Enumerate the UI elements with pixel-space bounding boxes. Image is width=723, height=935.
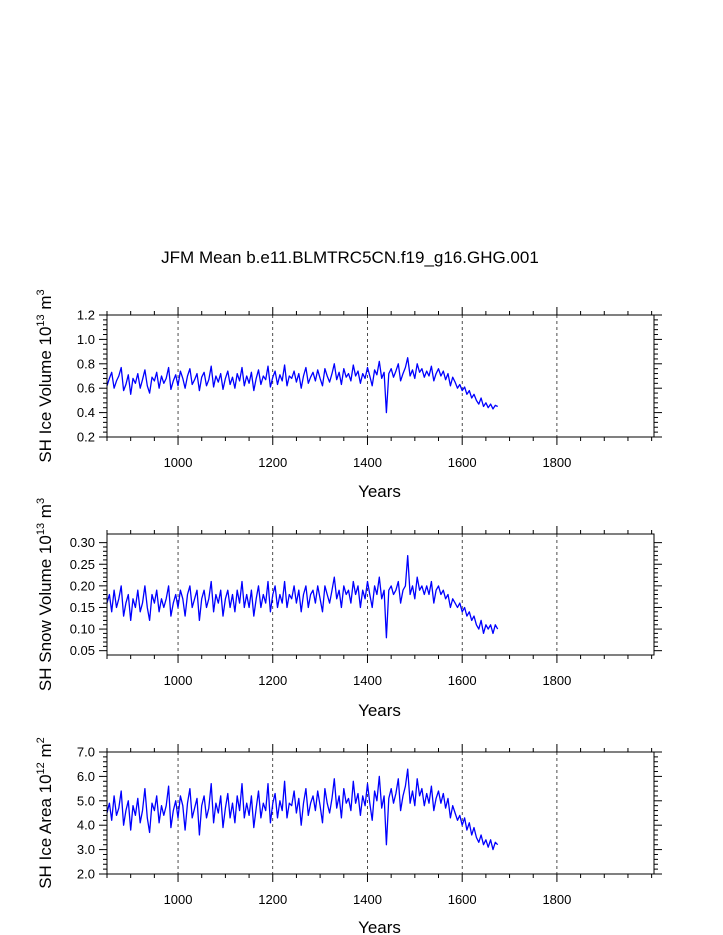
x-tick-label: 1800 [542, 673, 571, 688]
chart-title: JFM Mean b.e11.BLMTRC5CN.f19_g16.GHG.001 [161, 248, 539, 267]
x-tick-label: 1400 [353, 892, 382, 907]
y-tick-label: 0.05 [70, 643, 95, 658]
y-tick-label: 1.0 [77, 332, 95, 347]
y-tick-label: 1.2 [77, 308, 95, 323]
y-tick-label: 0.2 [77, 430, 95, 445]
y-tick-label: 0.8 [77, 356, 95, 371]
y-tick-label: 0.6 [77, 381, 95, 396]
x-tick-label: 1200 [258, 455, 287, 470]
x-axis-label: Years [358, 482, 401, 501]
plot-frame [106, 751, 655, 875]
x-tick-label: 1200 [258, 892, 287, 907]
x-tick-label: 1400 [353, 455, 382, 470]
x-tick-label: 1800 [542, 455, 571, 470]
x-tick-label: 1600 [448, 673, 477, 688]
x-tick-label: 1400 [353, 673, 382, 688]
chart-panel-3: 1000 1200 1400 1600 1800 2.0 3.0 4.0 5.0 6.0 7.0 Ye… [35, 737, 662, 935]
chart-panel-2: 1000 1200 1400 1600 1800 0.05 0.10 0.15 0.20 0.25… [35, 498, 662, 720]
y-tick-label: 0.30 [70, 535, 95, 550]
y-tick-label: 2.0 [77, 867, 95, 882]
y-axis-label: SH Ice Area 1012 m2 [35, 737, 55, 889]
data-line-sh-ice-volume [106, 357, 498, 414]
x-tick-label: 1200 [258, 673, 287, 688]
y-tick-label: 0.20 [70, 578, 95, 593]
x-tick-label: 1600 [448, 892, 477, 907]
y-tick-label: 0.4 [77, 405, 95, 420]
y-axis-label: SH Ice Volume 1013 m3 [35, 289, 55, 462]
plot-frame [106, 533, 655, 656]
y-tick-label: 6.0 [77, 769, 95, 784]
x-tick-label: 1000 [164, 455, 193, 470]
x-axis-label: Years [358, 918, 401, 935]
plot-frame [106, 314, 655, 438]
x-axis-label: Years [358, 701, 401, 720]
x-tick-label: 1600 [448, 455, 477, 470]
data-line-sh-ice-area [106, 768, 499, 851]
chart-panel-1: 1000 1200 1400 1600 1800 0.2 0.4 0.6 0.8 1.0 1.2 Ye… [35, 289, 662, 501]
y-tick-label: 0.10 [70, 622, 95, 637]
data-line-sh-snow-volume [106, 554, 499, 639]
y-tick-label: 3.0 [77, 842, 95, 857]
y-tick-label: 0.15 [70, 600, 95, 615]
y-tick-label: 7.0 [77, 745, 95, 760]
x-tick-label: 1000 [164, 673, 193, 688]
x-tick-label: 1800 [542, 892, 571, 907]
y-tick-label: 5.0 [77, 793, 95, 808]
y-tick-label: 4.0 [77, 818, 95, 833]
y-tick-label: 0.25 [70, 557, 95, 572]
x-tick-label: 1000 [164, 892, 193, 907]
y-axis-label: SH Snow Volume 1013 m3 [35, 498, 55, 691]
